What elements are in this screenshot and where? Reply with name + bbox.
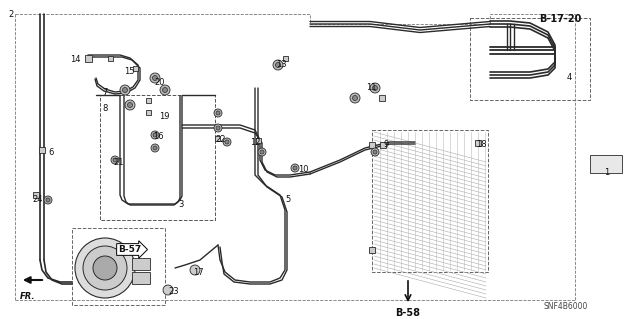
Text: 9: 9	[383, 140, 388, 149]
Text: 11: 11	[366, 83, 376, 92]
Text: 14: 14	[70, 55, 81, 64]
Text: 21: 21	[113, 158, 124, 167]
Circle shape	[353, 95, 358, 100]
Circle shape	[260, 150, 264, 154]
Text: 13: 13	[276, 60, 287, 69]
Circle shape	[273, 60, 283, 70]
Text: B-58: B-58	[396, 308, 420, 318]
Bar	[372, 130, 488, 272]
Bar	[470, 18, 590, 100]
Circle shape	[120, 85, 130, 95]
Circle shape	[223, 138, 231, 146]
Circle shape	[46, 198, 50, 202]
Text: 5: 5	[285, 195, 291, 204]
Text: FR.: FR.	[20, 292, 36, 301]
Text: 3: 3	[178, 200, 184, 209]
Bar	[145, 109, 150, 115]
Bar	[379, 95, 385, 101]
Text: 4: 4	[567, 73, 572, 82]
Circle shape	[153, 146, 157, 150]
Text: 1: 1	[604, 168, 609, 177]
Bar	[282, 56, 287, 61]
Text: 18: 18	[476, 140, 486, 149]
Text: 16: 16	[153, 132, 164, 141]
Bar	[132, 258, 150, 270]
Circle shape	[190, 265, 200, 275]
Text: 19: 19	[159, 112, 170, 121]
Bar	[590, 155, 622, 173]
Text: 22: 22	[215, 135, 225, 144]
Text: B-17-20: B-17-20	[540, 14, 582, 24]
Circle shape	[214, 124, 222, 132]
Circle shape	[350, 93, 360, 103]
Circle shape	[214, 109, 222, 117]
Bar	[369, 142, 375, 148]
Circle shape	[258, 148, 266, 156]
Circle shape	[44, 196, 52, 204]
Circle shape	[371, 148, 379, 156]
Circle shape	[122, 87, 127, 93]
Circle shape	[225, 140, 229, 144]
Circle shape	[372, 85, 378, 91]
Text: 15: 15	[124, 67, 134, 76]
Bar	[100, 95, 215, 220]
Text: 20: 20	[154, 78, 164, 87]
Circle shape	[163, 285, 173, 295]
Circle shape	[152, 76, 157, 80]
Circle shape	[83, 246, 127, 290]
Text: 10: 10	[298, 165, 308, 174]
Circle shape	[151, 131, 159, 139]
Circle shape	[216, 111, 220, 115]
Circle shape	[151, 144, 159, 152]
Circle shape	[150, 73, 160, 83]
Bar	[214, 136, 220, 140]
Circle shape	[153, 133, 157, 137]
Circle shape	[216, 126, 220, 130]
Circle shape	[125, 100, 135, 110]
Circle shape	[75, 238, 135, 298]
Bar	[108, 56, 113, 61]
Circle shape	[370, 83, 380, 93]
Bar	[39, 147, 45, 153]
Circle shape	[293, 166, 297, 170]
Text: SNF4B6000: SNF4B6000	[543, 302, 588, 311]
Bar	[132, 272, 150, 284]
Text: 23: 23	[168, 287, 179, 296]
Circle shape	[291, 164, 299, 172]
Circle shape	[163, 87, 168, 93]
Circle shape	[275, 63, 280, 68]
Bar	[84, 55, 92, 62]
Bar	[475, 140, 481, 146]
Text: 24: 24	[32, 195, 42, 204]
Circle shape	[373, 150, 377, 154]
Circle shape	[111, 156, 119, 164]
Text: 2: 2	[8, 10, 13, 19]
Circle shape	[160, 85, 170, 95]
Bar	[380, 142, 386, 148]
Bar	[145, 98, 150, 102]
Bar	[72, 228, 165, 305]
Bar	[33, 192, 39, 198]
Text: 6: 6	[48, 148, 53, 157]
Bar	[132, 65, 138, 70]
Circle shape	[93, 256, 117, 280]
Bar	[255, 137, 260, 143]
Text: 7: 7	[102, 88, 108, 97]
Circle shape	[113, 158, 117, 162]
Text: 17: 17	[193, 268, 204, 277]
Circle shape	[127, 102, 132, 108]
Text: 12: 12	[250, 138, 260, 147]
Text: B-57: B-57	[118, 245, 141, 254]
Text: 8: 8	[102, 104, 108, 113]
Bar	[369, 247, 375, 253]
